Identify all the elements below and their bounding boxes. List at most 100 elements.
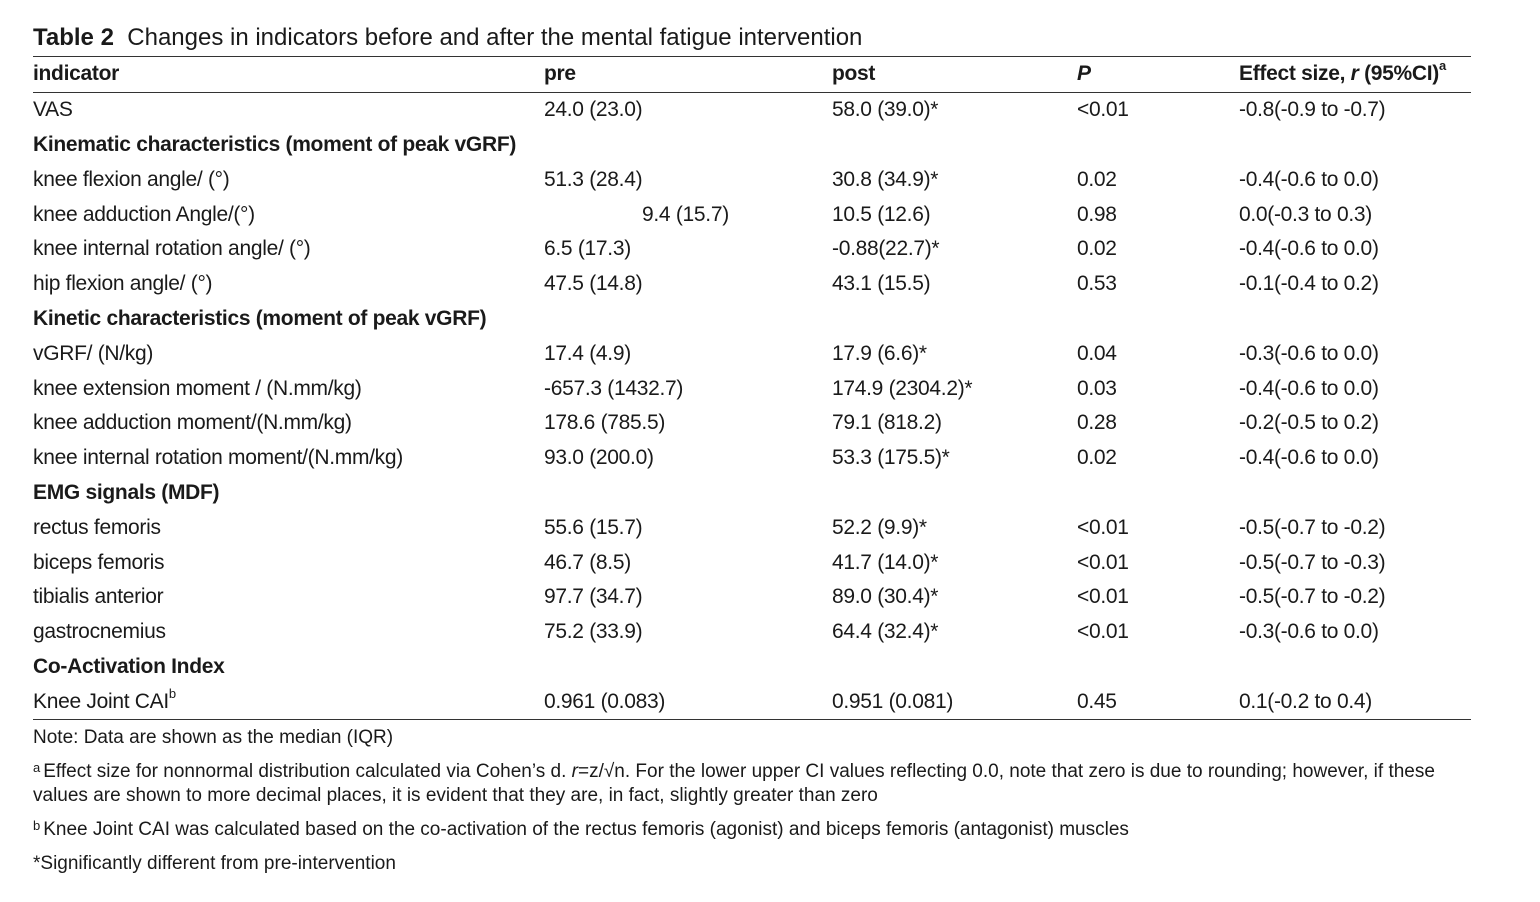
cell-post: 52.2 (9.9)*: [832, 515, 927, 539]
cell-pre: 55.6 (15.7): [544, 515, 643, 539]
table-row: knee internal rotation angle/ (°) 6.5 (1…: [33, 232, 1471, 267]
cell-effect: 0.1(-0.2 to 0.4): [1239, 684, 1471, 721]
cell-pre: -657.3 (1432.7): [544, 376, 684, 400]
cell-pre: 46.7 (8.5): [544, 550, 631, 574]
header-effect-prefix: Effect size,: [1239, 62, 1351, 86]
cell-pre: 97.7 (34.7): [544, 585, 643, 609]
header-effect-suffix: (95%CI): [1358, 62, 1439, 86]
section-row-kinetic: Kinetic characteristics (moment of peak …: [33, 302, 1471, 337]
cell-p: <0.01: [1077, 515, 1129, 539]
cell-indicator-text: Knee Joint CAI: [33, 689, 169, 713]
table-container: Table 2 Changes in indicators before and…: [33, 22, 1471, 876]
cell-indicator: knee internal rotation angle/ (°): [33, 237, 311, 261]
note-a: a Effect size for nonnormal distribution …: [33, 760, 1471, 808]
cell-post: 58.0 (39.0)*: [832, 98, 939, 122]
section-heading: Kinetic characteristics (moment of peak …: [33, 306, 487, 330]
table-row: knee adduction moment/(N.mm/kg) 178.6 (7…: [33, 406, 1471, 441]
cell-effect: -0.8(-0.9 to -0.7): [1239, 98, 1386, 122]
cell-effect: -0.4(-0.6 to 0.0): [1239, 167, 1379, 191]
data-table: indicator pre post P Effect size, r (95%…: [33, 57, 1471, 721]
note-data: Note: Data are shown as the median (IQR): [33, 727, 394, 749]
table-caption-text: Changes in indicators before and after t…: [127, 24, 863, 51]
cell-effect: -0.4(-0.6 to 0.0): [1239, 237, 1379, 261]
cell-pre: 47.5 (14.8): [544, 272, 643, 296]
cell-pre: 93.0 (200.0): [544, 446, 654, 470]
cell-p: <0.01: [1077, 585, 1129, 609]
cell-post: 17.9 (6.6)*: [832, 341, 927, 365]
section-heading: Co-Activation Index: [33, 654, 225, 678]
cell-post: -0.88(22.7)*: [832, 237, 940, 261]
cell-indicator: knee flexion angle/ (°): [33, 167, 230, 191]
cell-effect: -0.4(-0.6 to 0.0): [1239, 446, 1379, 470]
cell-post: 10.5 (12.6): [832, 202, 931, 226]
note-a-text-1: Effect size for nonnormal distribution c…: [43, 761, 572, 783]
table-row: knee flexion angle/ (°) 51.3 (28.4) 30.8…: [33, 162, 1471, 197]
note-b: b Knee Joint CAI was calculated based on …: [33, 818, 1471, 842]
table-caption: Table 2 Changes in indicators before and…: [33, 22, 1471, 54]
header-row: indicator pre post P Effect size, r (95%…: [33, 57, 1471, 93]
footnote-marker-b: b: [168, 685, 176, 701]
header-effect-size: Effect size, r (95%CI)a: [1239, 57, 1471, 93]
cell-effect: -0.5(-0.7 to -0.2): [1239, 515, 1386, 539]
note-significance: *Significantly different from pre-interv…: [33, 853, 396, 875]
cell-p: 0.53: [1077, 272, 1117, 296]
cell-indicator: biceps femoris: [33, 550, 165, 574]
cell-p: 0.45: [1077, 684, 1239, 721]
cell-p: <0.01: [1077, 620, 1129, 644]
table-row: knee extension moment / (N.mm/kg) -657.3…: [33, 371, 1471, 406]
table-row: biceps femoris 46.7 (8.5) 41.7 (14.0)* <…: [33, 545, 1471, 580]
cell-effect: -0.1(-0.4 to 0.2): [1239, 272, 1379, 296]
header-indicator: indicator: [33, 57, 544, 93]
cell-p: 0.02: [1077, 167, 1117, 191]
table-row: gastrocnemius 75.2 (33.9) 64.4 (32.4)* <…: [33, 615, 1471, 650]
cell-pre: 51.3 (28.4): [544, 167, 643, 191]
cell-pre: 75.2 (33.9): [544, 620, 643, 644]
section-heading: Kinematic characteristics (moment of pea…: [33, 132, 517, 156]
table-row: rectus femoris 55.6 (15.7) 52.2 (9.9)* <…: [33, 510, 1471, 545]
table-row: knee adduction Angle/(°) 9.4 (15.7) 10.5…: [33, 197, 1471, 232]
cell-pre: 17.4 (4.9): [544, 341, 631, 365]
table-top-rule: [33, 56, 1471, 57]
cell-p: 0.03: [1077, 376, 1117, 400]
table-caption-label: Table 2: [33, 24, 114, 51]
table-row: vGRF/ (N/kg) 17.4 (4.9) 17.9 (6.6)* 0.04…: [33, 336, 1471, 371]
cell-indicator: knee adduction moment/(N.mm/kg): [33, 411, 352, 435]
note-a-marker: a: [33, 760, 41, 776]
cell-indicator: knee adduction Angle/(°): [33, 202, 255, 226]
header-effect-r: r: [1350, 62, 1359, 86]
cell-pre: 178.6 (785.5): [544, 411, 666, 435]
cell-p: 0.98: [1077, 202, 1117, 226]
note-b-text: Knee Joint CAI was calculated based on t…: [43, 819, 1129, 841]
cell-post: 30.8 (34.9)*: [832, 167, 939, 191]
cell-post: 0.951 (0.081): [832, 684, 1077, 721]
cell-pre: 24.0 (23.0): [544, 98, 643, 122]
section-heading: EMG signals (MDF): [33, 480, 220, 504]
cell-p: 0.02: [1077, 237, 1117, 261]
table-row: knee internal rotation moment/(N.mm/kg) …: [33, 441, 1471, 476]
header-effect-sup: a: [1438, 58, 1446, 74]
section-row-coactivation: Co-Activation Index: [33, 650, 1471, 685]
note-a-text-2: =z/√n. For the lower upper CI values ref…: [33, 761, 1435, 807]
cell-indicator: gastrocnemius: [33, 620, 166, 644]
cell-p: <0.01: [1077, 98, 1129, 122]
header-pre: pre: [544, 57, 832, 93]
cell-post: 43.1 (15.5): [832, 272, 931, 296]
note-a-r: r: [571, 761, 578, 783]
table-row: Knee Joint CAIb 0.961 (0.083) 0.951 (0.0…: [33, 684, 1471, 721]
cell-post: 89.0 (30.4)*: [832, 585, 939, 609]
cell-indicator: knee internal rotation moment/(N.mm/kg): [33, 446, 403, 470]
cell-post: 79.1 (818.2): [832, 411, 942, 435]
cell-effect: 0.0(-0.3 to 0.3): [1239, 202, 1372, 226]
cell-pre: 0.961 (0.083): [544, 684, 832, 721]
cell-indicator: hip flexion angle/ (°): [33, 272, 213, 296]
cell-effect: -0.5(-0.7 to -0.2): [1239, 585, 1386, 609]
table-row: tibialis anterior 97.7 (34.7) 89.0 (30.4…: [33, 580, 1471, 615]
table-row: VAS 24.0 (23.0) 58.0 (39.0)* <0.01 -0.8(…: [33, 92, 1471, 127]
cell-pre: 6.5 (17.3): [544, 237, 631, 261]
cell-p: 0.04: [1077, 341, 1117, 365]
cell-indicator: tibialis anterior: [33, 585, 164, 609]
header-p: P: [1077, 57, 1239, 93]
table-notes: Note: Data are shown as the median (IQR)…: [33, 726, 1471, 876]
table-row: hip flexion angle/ (°) 47.5 (14.8) 43.1 …: [33, 267, 1471, 302]
header-post: post: [832, 57, 1077, 93]
